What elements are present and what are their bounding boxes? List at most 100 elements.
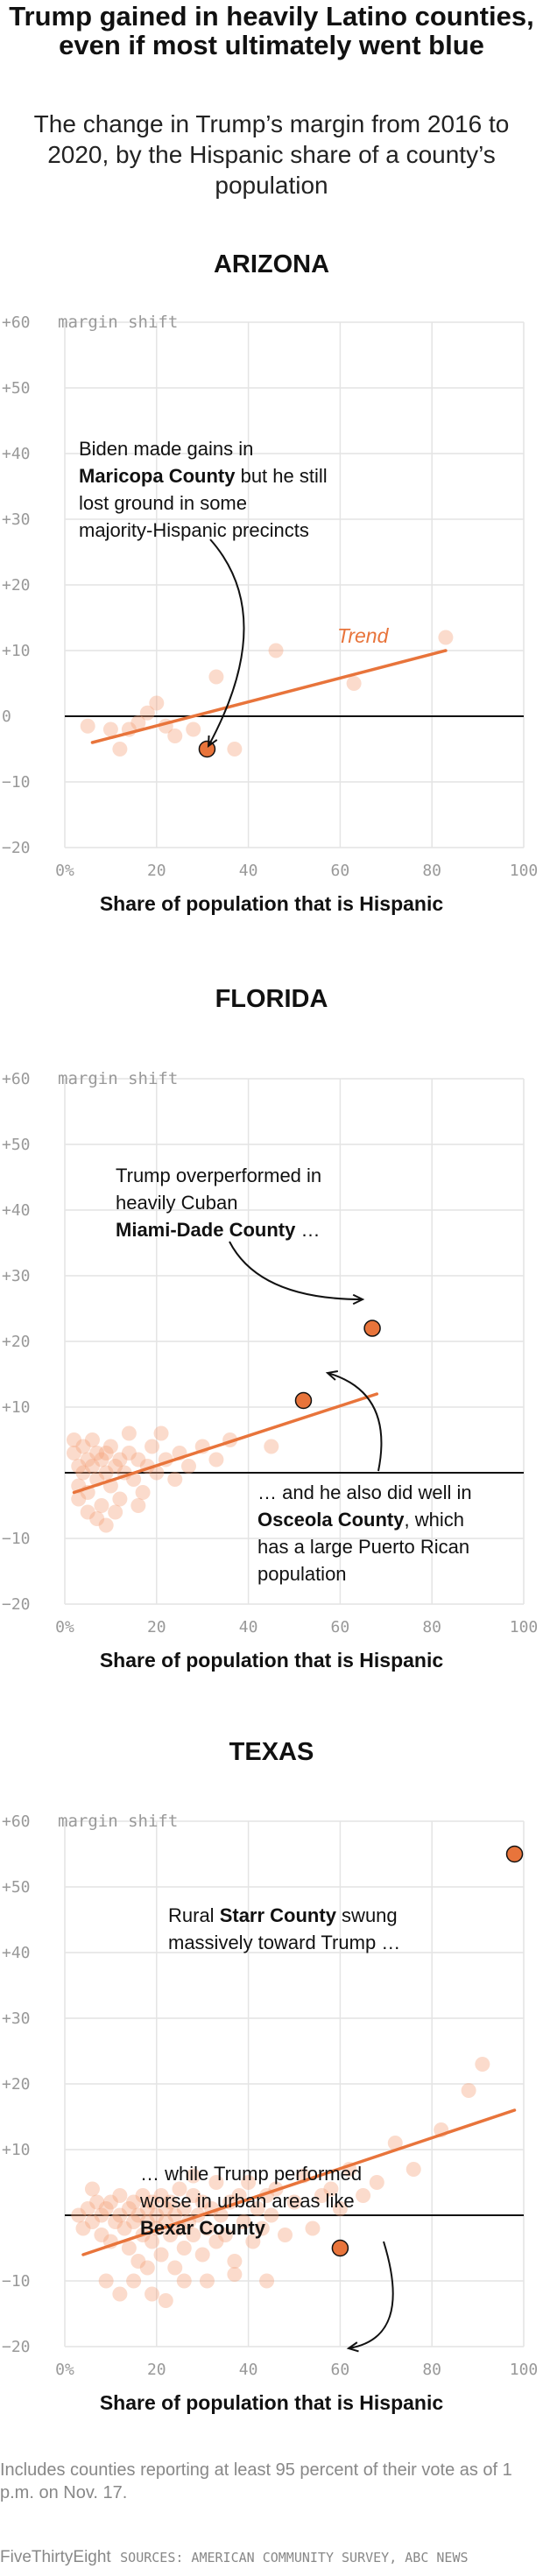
data-point	[172, 2181, 187, 2197]
data-point	[264, 1439, 279, 1454]
data-point	[108, 2214, 123, 2229]
arrowhead	[352, 1293, 365, 1306]
annotation-arrow	[327, 1372, 383, 1472]
data-point	[94, 1452, 109, 1467]
annotation-arrow	[229, 1241, 363, 1300]
data-point	[186, 2228, 201, 2242]
y-tick-label: +40	[2, 1944, 31, 1962]
annotation-text-run: worse in urban areas like	[139, 2190, 355, 2212]
y-axis-label: margin shift	[58, 1812, 178, 1831]
data-point	[126, 2194, 142, 2210]
data-point	[254, 2221, 270, 2236]
data-point	[158, 2293, 173, 2308]
y-tick-label: +40	[2, 445, 31, 463]
x-tick-label: 60	[331, 2361, 350, 2379]
y-tick-label: +50	[2, 1136, 31, 1154]
data-point	[186, 721, 201, 737]
y-tick-label: −20	[2, 2338, 31, 2356]
data-point	[208, 2234, 224, 2249]
data-point	[314, 2188, 329, 2203]
annotation-text-run: … and he also did well in	[257, 1482, 472, 1503]
data-point	[98, 2201, 114, 2216]
data-point	[66, 1432, 81, 1447]
x-tick-label: 60	[331, 862, 350, 880]
data-point	[126, 2273, 142, 2289]
x-tick-label: 20	[147, 2361, 166, 2379]
data-point	[112, 2188, 128, 2203]
y-tick-label: +30	[2, 510, 31, 529]
graphic-subtitle: The change in Trump’s margin from 2016 t…	[33, 110, 510, 199]
data-point	[145, 2286, 160, 2302]
annotation-text-run: swung	[336, 1904, 398, 1926]
y-tick-label: +40	[2, 1201, 31, 1220]
data-point	[139, 2260, 155, 2276]
data-point	[98, 1517, 114, 1533]
data-point	[227, 2267, 243, 2282]
x-tick-label: 20	[147, 862, 166, 880]
annotation-text-run: Trump overperformed in	[116, 1165, 321, 1186]
data-point	[167, 728, 183, 743]
x-tick-label: 40	[239, 862, 258, 880]
data-point	[121, 2241, 137, 2256]
annotation-text-run: but he still	[235, 465, 327, 487]
data-point	[250, 2201, 265, 2216]
data-point	[167, 2207, 183, 2223]
y-tick-label: −10	[2, 1530, 31, 1548]
data-point	[186, 2188, 201, 2203]
data-point	[135, 2188, 151, 2203]
data-point	[71, 2207, 87, 2223]
y-tick-label: +10	[2, 1398, 31, 1417]
data-point	[102, 721, 118, 737]
data-point	[84, 1432, 100, 1447]
data-point	[112, 742, 128, 757]
y-tick-label: +50	[2, 1878, 31, 1897]
y-axis-label: margin shift	[58, 1069, 178, 1088]
data-point	[227, 2254, 243, 2269]
y-tick-label: +20	[2, 2075, 31, 2094]
data-point	[387, 2136, 403, 2150]
y-tick-label: +10	[2, 2141, 31, 2159]
data-point	[163, 2228, 179, 2242]
data-point	[475, 2057, 490, 2072]
data-point	[245, 2234, 261, 2249]
arrowhead	[346, 2341, 359, 2353]
highlighted-county-point	[294, 1391, 313, 1410]
annotation-text-run: lost ground in some	[79, 492, 247, 514]
data-point	[130, 1452, 146, 1467]
y-axis-label: margin shift	[58, 313, 178, 332]
annotation-text-run: …	[295, 1219, 320, 1241]
annotation-text-run: , which	[404, 1509, 463, 1531]
data-point	[176, 2273, 192, 2289]
x-tick-label: 100	[510, 1618, 539, 1636]
data-point	[369, 2175, 384, 2190]
data-point	[176, 2201, 192, 2216]
data-point	[80, 2201, 95, 2216]
y-tick-label: +50	[2, 379, 31, 398]
x-tick-label: 40	[239, 2361, 258, 2379]
data-point	[89, 2194, 105, 2210]
y-tick-label: +60	[2, 1812, 31, 1831]
annotation-text-run: massively toward Trump …	[168, 1932, 400, 1953]
data-point	[84, 2214, 100, 2229]
x-tick-label: 80	[422, 862, 441, 880]
data-point	[80, 1452, 95, 1467]
annotation-text: Trump overperformed in heavily Cuban Miami…	[116, 1165, 321, 1241]
data-point	[278, 2228, 293, 2242]
data-point	[121, 2201, 137, 2216]
annotation-text-run: Biden made gains in	[79, 438, 253, 460]
y-tick-label: −10	[2, 2272, 31, 2291]
data-point	[98, 2273, 114, 2289]
chart-title: FLORIDA	[215, 985, 328, 1013]
data-point	[153, 1425, 169, 1441]
trend-line	[72, 1392, 379, 1495]
annotation-arrow	[208, 538, 245, 747]
data-point	[186, 2168, 201, 2184]
x-tick-label: 100	[510, 862, 539, 880]
annotation-text-run: … while Trump performed	[140, 2163, 362, 2185]
data-point	[80, 718, 95, 734]
x-axis-label: Share of population that is Hispanic	[100, 2391, 444, 2414]
data-point	[84, 1459, 100, 1474]
chart-arizona: ARIZONA +60 +50 +40 +30 +20 +10 0 −10 −20 margin s…	[2, 250, 538, 915]
annotation-text-run: majority-Hispanic precincts	[79, 519, 309, 541]
